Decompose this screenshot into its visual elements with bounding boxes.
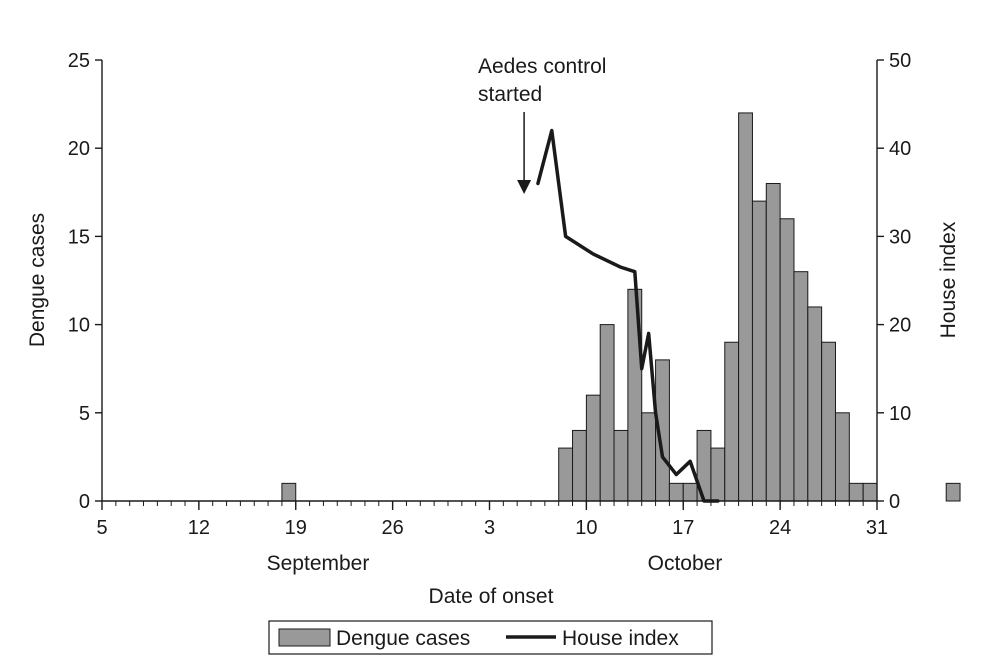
dengue-bar — [599, 324, 615, 502]
dengue-bar — [281, 482, 297, 502]
y2-axis-title: House index — [937, 221, 960, 338]
dengue-bar — [710, 447, 726, 502]
dengue-bar — [613, 429, 629, 502]
x-tick-label: 5 — [96, 517, 107, 539]
x-tick-label: 3 — [484, 517, 495, 539]
dengue-bar — [793, 271, 809, 502]
dengue-bar — [641, 412, 657, 502]
dengue-bar — [668, 482, 684, 502]
dengue-bar — [848, 482, 864, 502]
y2-tick-label: 0 — [889, 491, 900, 513]
dengue-bar — [821, 341, 836, 502]
dengue-bar — [862, 482, 878, 502]
x-tick-label: 26 — [382, 517, 404, 539]
dengue-bar — [751, 200, 767, 502]
x-tick-label: 12 — [188, 517, 210, 539]
dengue-bar — [779, 218, 795, 502]
house-index-line — [536, 128, 720, 503]
y-tick-label: 15 — [68, 226, 90, 248]
x-tick-label: 10 — [575, 517, 597, 539]
legend-swatch-dengue-cases — [278, 628, 331, 647]
annotation-line-1: Aedes control — [478, 55, 606, 78]
y2-tick-label: 20 — [889, 315, 911, 337]
dengue-bar — [945, 482, 961, 502]
y2-tick-label: 50 — [889, 50, 911, 72]
y2-tick-label: 30 — [889, 226, 911, 248]
dengue-bar — [682, 482, 698, 502]
y-tick-label: 10 — [68, 315, 90, 337]
y2-tick-label: 10 — [889, 403, 911, 425]
y2-tick-label: 40 — [889, 138, 911, 160]
dengue-bar — [558, 447, 574, 502]
dengue-bar — [738, 112, 753, 502]
x-tick-label: 19 — [285, 517, 307, 539]
y-axis-title: Dengue cases — [26, 213, 49, 347]
dengue-bar — [585, 394, 601, 502]
x-axis-title: Date of onset — [429, 585, 554, 608]
dengue-bar — [572, 429, 587, 502]
month-label-october: October — [648, 552, 723, 575]
legend-label-house-index: House index — [562, 627, 679, 650]
y-tick-label: 25 — [68, 50, 90, 72]
legend-box — [268, 620, 713, 655]
dengue-bars — [281, 112, 961, 502]
month-label-september: September — [267, 552, 370, 575]
x-tick-label: 17 — [672, 517, 694, 539]
y-tick-label: 20 — [68, 138, 90, 160]
dengue-bar — [765, 182, 781, 502]
annotation-arrow-head — [517, 180, 532, 194]
annotation-line-2: started — [478, 83, 542, 106]
x-tick-label: 24 — [769, 517, 791, 539]
house-index-polyline — [536, 128, 720, 503]
dengue-bar — [834, 412, 850, 502]
legend: Dengue cases House index — [268, 620, 713, 655]
dengue-bar — [724, 341, 740, 502]
dengue-bar — [807, 306, 823, 502]
y-tick-label: 0 — [79, 491, 90, 513]
legend-label-dengue-cases: Dengue cases — [336, 627, 470, 650]
x-tick-label: 31 — [866, 517, 888, 539]
annotation-arrow — [517, 112, 532, 194]
y-tick-label: 5 — [79, 403, 90, 425]
